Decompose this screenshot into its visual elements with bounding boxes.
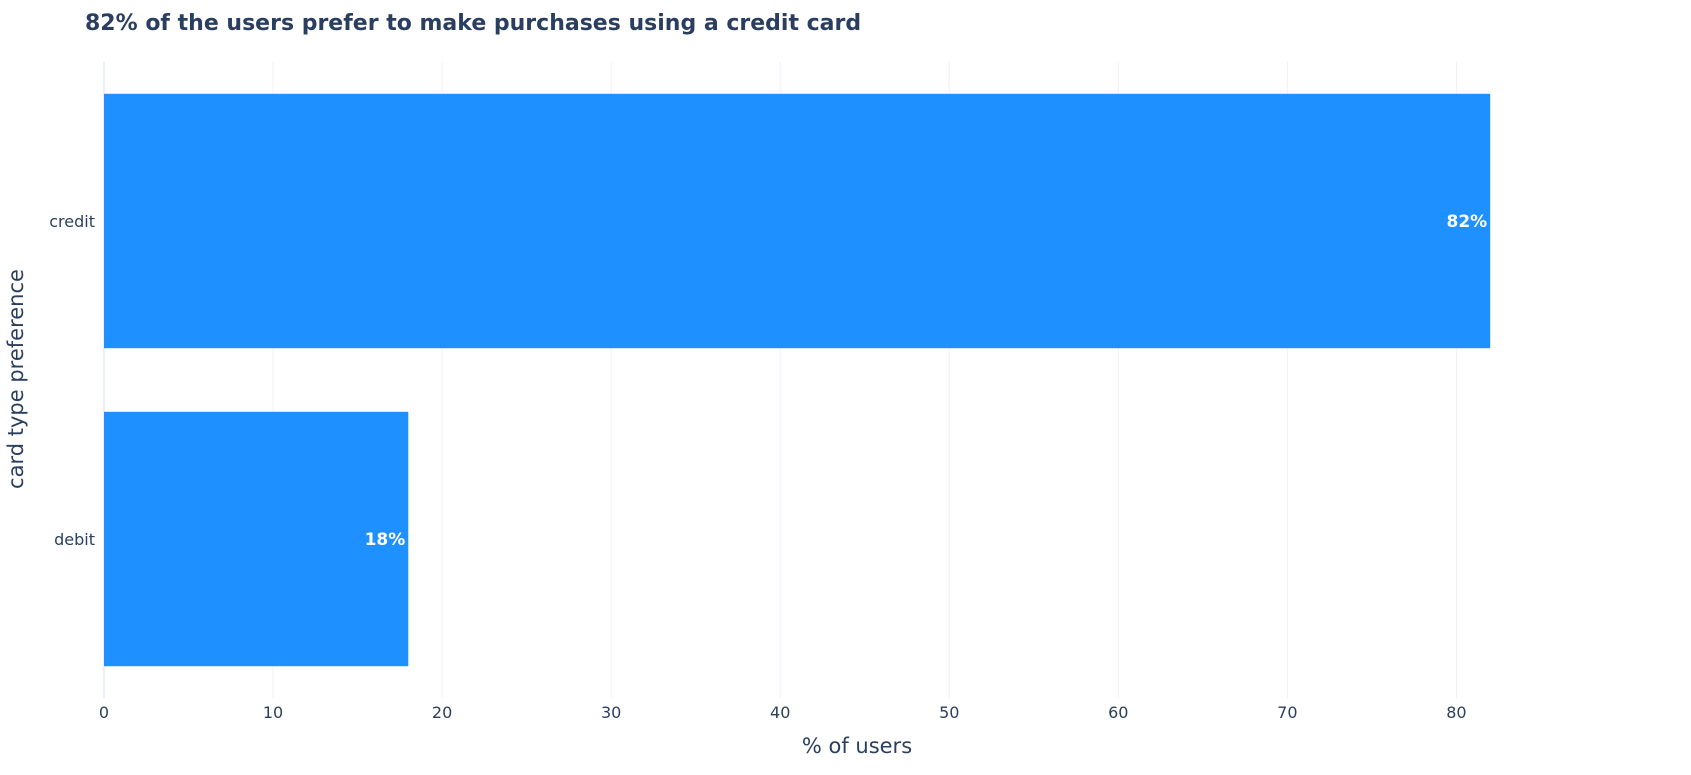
chart-title: 82% of the users prefer to make purchase… [85,11,861,36]
y-axis-title: card type preference [4,269,28,489]
bar-credit [104,93,1491,349]
x-tick-label: 70 [1277,703,1297,722]
x-tick-label: 40 [770,703,790,722]
x-tick-label: 10 [263,703,283,722]
bar-debit [104,411,409,667]
y-tick-label-credit: credit [49,212,95,231]
x-tick-label: 20 [432,703,452,722]
y-tick-label-debit: debit [54,530,95,549]
x-tick-label: 50 [939,703,959,722]
x-tick-label: 60 [1108,703,1128,722]
x-tick-label: 80 [1446,703,1466,722]
data-label-debit: 18% [365,530,406,550]
x-tick-label: 0 [99,703,109,722]
bars [104,93,1491,667]
x-tick-label: 30 [601,703,621,722]
data-label-credit: 82% [1447,212,1488,232]
data-labels: 82% 18% [365,212,1488,550]
x-tick-labels: 0 10 20 30 40 50 60 70 80 [99,703,1467,722]
x-axis-title: % of users [802,734,912,758]
y-tick-labels: credit debit [49,212,95,549]
